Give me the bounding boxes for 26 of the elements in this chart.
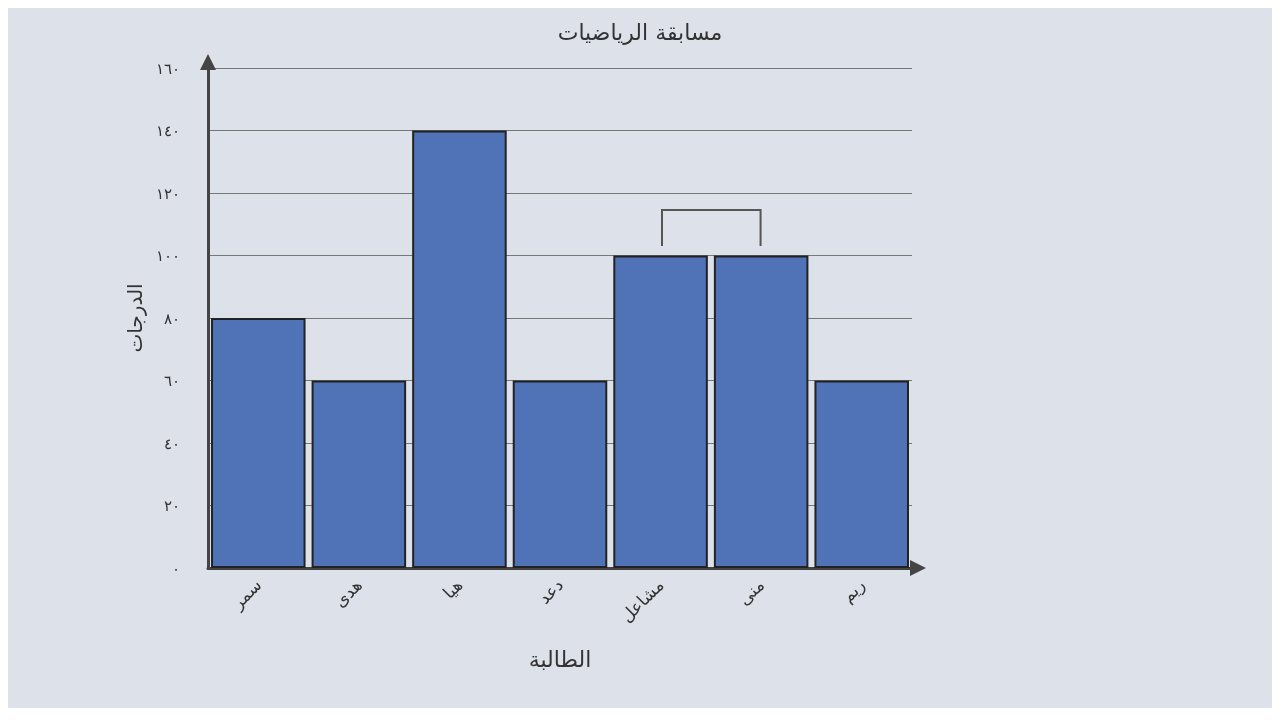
x-tick-label: هدى: [329, 574, 366, 612]
bar: [814, 380, 909, 568]
y-tick-label: ٠: [172, 559, 180, 577]
y-tick-label: ٢٠: [164, 497, 180, 514]
y-axis-title: الدرجات: [123, 283, 148, 353]
bar: [613, 255, 708, 568]
bar: [512, 380, 608, 568]
y-tick-label: ١٦٠: [156, 59, 180, 77]
x-tick-label: هيا: [438, 574, 467, 603]
bar: [311, 380, 407, 568]
x-tick-label: ريم: [837, 574, 870, 607]
x-tick-label: دعد: [534, 574, 568, 608]
y-tick-label: ٨٠: [164, 309, 180, 327]
x-tick-label: مشاعل: [616, 574, 668, 627]
bar: [412, 130, 507, 568]
y-tick-label: ١٠٠: [156, 247, 180, 264]
bar: [713, 255, 809, 568]
y-tick-label: ١٢٠: [156, 184, 180, 202]
x-tick-label: منى: [734, 574, 769, 610]
bar: [211, 318, 306, 568]
chart-title: مسابقة الرياضيات: [557, 19, 723, 45]
x-axis-title: الطالبة: [528, 646, 592, 672]
y-tick-label: ١٤٠: [156, 122, 180, 139]
y-tick-label: ٤٠: [164, 434, 180, 452]
y-tick-label: ٦٠: [164, 372, 180, 389]
x-tick-label: سمر: [226, 574, 266, 614]
